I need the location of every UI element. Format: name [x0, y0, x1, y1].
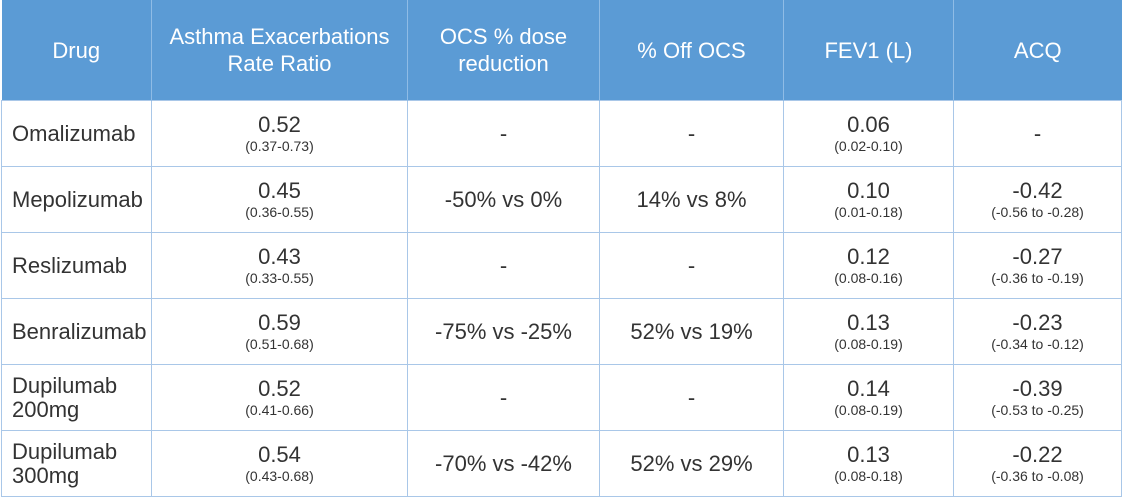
acq-value: -0.23 [1012, 309, 1063, 335]
acq-cell: -0.39 -0.53 to -0.25 [953, 364, 1122, 431]
table-row: Reslizumab 0.43 0.33-0.55 - - 0.12 0.08-… [1, 232, 1122, 299]
rate-ratio-value: 0.52 [258, 111, 301, 137]
ocs-reduction-cell: -75% vs -25% [407, 298, 600, 365]
acq-cell: -0.27 -0.36 to -0.19 [953, 232, 1122, 299]
acq-ci: -0.34 to -0.12 [958, 335, 1117, 353]
rate-ratio-cell: 0.54 0.43-0.68 [151, 430, 408, 497]
off-ocs-cell: - [599, 232, 784, 299]
fev1-ci: 0.01-0.18 [788, 203, 949, 221]
off-ocs-cell: - [599, 100, 784, 167]
fev1-ci: 0.08-0.19 [788, 335, 949, 353]
table-row: Benralizumab 0.59 0.51-0.68 -75% vs -25%… [1, 298, 1122, 365]
table-row: Omalizumab 0.52 0.37-0.73 - - 0.06 0.02-… [1, 100, 1122, 167]
ocs-reduction-cell: - [407, 364, 600, 431]
table-row: Dupilumab 300mg 0.54 0.43-0.68 -70% vs -… [1, 430, 1122, 497]
fev1-cell: 0.12 0.08-0.16 [783, 232, 954, 299]
acq-cell: -0.22 -0.36 to -0.08 [953, 430, 1122, 497]
rate-ratio-cell: 0.52 0.41-0.66 [151, 364, 408, 431]
header-drug: Drug [1, 0, 152, 101]
acq-value: - [1033, 120, 1042, 146]
ocs-reduction-cell: - [407, 100, 600, 167]
acq-ci: -0.36 to -0.08 [958, 467, 1117, 485]
rate-ratio-ci: 0.37-0.73 [156, 137, 403, 155]
fev1-value: 0.12 [847, 243, 890, 269]
fev1-cell: 0.13 0.08-0.18 [783, 430, 954, 497]
off-ocs-cell: 14% vs 8% [599, 166, 784, 233]
rate-ratio-ci: 0.36-0.55 [156, 203, 403, 221]
header-fev1: FEV1 (L) [783, 0, 954, 101]
fev1-value: 0.14 [847, 375, 890, 401]
header-off-ocs: % Off OCS [599, 0, 784, 101]
drug-name-cell: Dupilumab 300mg [1, 430, 152, 497]
acq-cell: -0.42 -0.56 to -0.28 [953, 166, 1122, 233]
table-row: Dupilumab 200mg 0.52 0.41-0.66 - - 0.14 … [1, 364, 1122, 431]
rate-ratio-cell: 0.43 0.33-0.55 [151, 232, 408, 299]
off-ocs-cell: 52% vs 19% [599, 298, 784, 365]
fev1-value: 0.13 [847, 309, 890, 335]
acq-value: -0.22 [1012, 441, 1063, 467]
header-ocs-reduction: OCS % dose reduction [407, 0, 600, 101]
table-body: Omalizumab 0.52 0.37-0.73 - - 0.06 0.02-… [1, 100, 1122, 497]
table-header: Drug Asthma Exacerbations Rate Ratio OCS… [1, 0, 1122, 101]
rate-ratio-cell: 0.45 0.36-0.55 [151, 166, 408, 233]
rate-ratio-ci: 0.43-0.68 [156, 467, 403, 485]
acq-value: -0.42 [1012, 177, 1063, 203]
fev1-ci: 0.08-0.19 [788, 401, 949, 419]
rate-ratio-ci: 0.41-0.66 [156, 401, 403, 419]
drug-name-cell: Reslizumab [1, 232, 152, 299]
rate-ratio-value: 0.45 [258, 177, 301, 203]
drug-name-cell: Mepolizumab [1, 166, 152, 233]
fev1-cell: 0.06 0.02-0.10 [783, 100, 954, 167]
fev1-ci: 0.08-0.18 [788, 467, 949, 485]
acq-cell: -0.23 -0.34 to -0.12 [953, 298, 1122, 365]
header-row: Drug Asthma Exacerbations Rate Ratio OCS… [1, 0, 1122, 101]
rate-ratio-ci: 0.33-0.55 [156, 269, 403, 287]
rate-ratio-value: 0.59 [258, 309, 301, 335]
off-ocs-cell: 52% vs 29% [599, 430, 784, 497]
fev1-value: 0.13 [847, 441, 890, 467]
rate-ratio-cell: 0.52 0.37-0.73 [151, 100, 408, 167]
acq-value: -0.27 [1012, 243, 1063, 269]
acq-cell: - [953, 100, 1122, 167]
acq-ci: -0.53 to -0.25 [958, 401, 1117, 419]
off-ocs-cell: - [599, 364, 784, 431]
ocs-reduction-cell: -70% vs -42% [407, 430, 600, 497]
drug-name-cell: Dupilumab 200mg [1, 364, 152, 431]
acq-value: -0.39 [1012, 375, 1063, 401]
fev1-ci: 0.02-0.10 [788, 137, 949, 155]
drug-name-cell: Benralizumab [1, 298, 152, 365]
rate-ratio-ci: 0.51-0.68 [156, 335, 403, 353]
rate-ratio-value: 0.43 [258, 243, 301, 269]
ocs-reduction-cell: -50% vs 0% [407, 166, 600, 233]
table-row: Mepolizumab 0.45 0.36-0.55 -50% vs 0% 14… [1, 166, 1122, 233]
acq-ci: -0.56 to -0.28 [958, 203, 1117, 221]
rate-ratio-cell: 0.59 0.51-0.68 [151, 298, 408, 365]
fev1-cell: 0.14 0.08-0.19 [783, 364, 954, 431]
rate-ratio-value: 0.54 [258, 441, 301, 467]
drug-name-cell: Omalizumab [1, 100, 152, 167]
ocs-reduction-cell: - [407, 232, 600, 299]
fev1-ci: 0.08-0.16 [788, 269, 949, 287]
header-rate-ratio: Asthma Exacerbations Rate Ratio [151, 0, 408, 101]
acq-ci: -0.36 to -0.19 [958, 269, 1117, 287]
fev1-value: 0.06 [847, 111, 890, 137]
header-acq: ACQ [953, 0, 1122, 101]
rate-ratio-value: 0.52 [258, 375, 301, 401]
fev1-cell: 0.13 0.08-0.19 [783, 298, 954, 365]
fev1-value: 0.10 [847, 177, 890, 203]
fev1-cell: 0.10 0.01-0.18 [783, 166, 954, 233]
